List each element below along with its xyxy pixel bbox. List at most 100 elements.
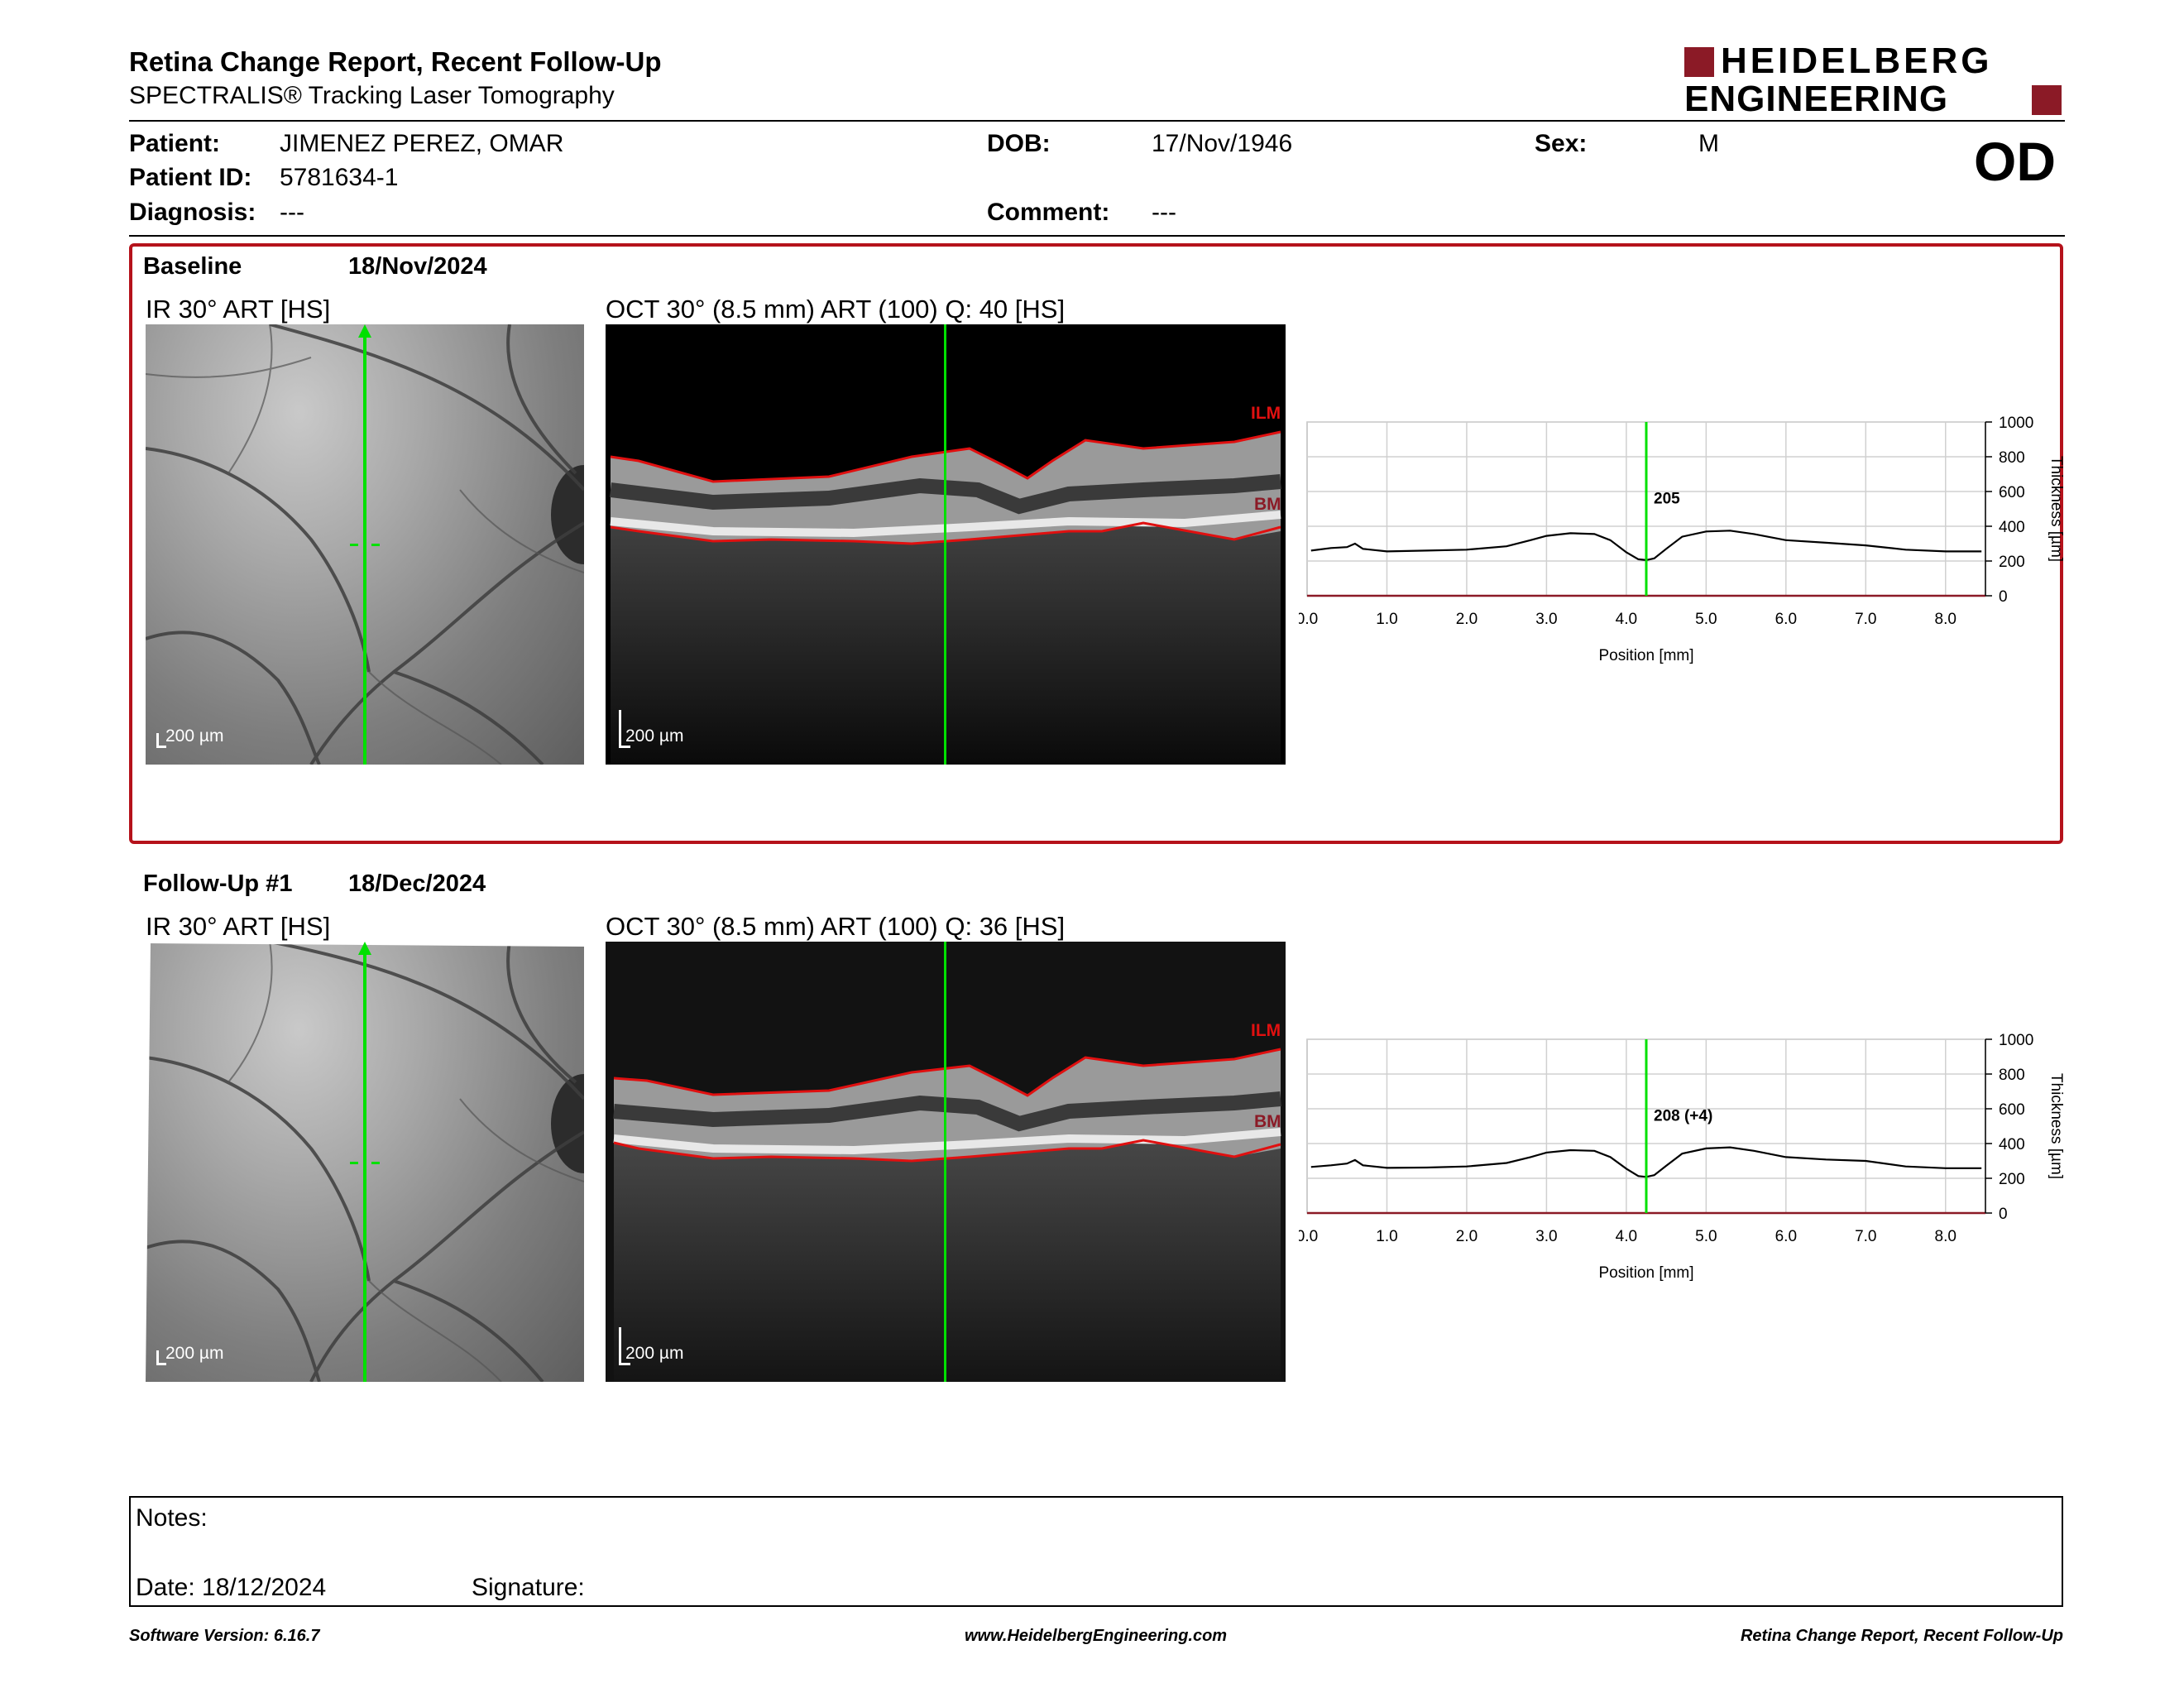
followup-chart-xtick-label: 5.0 <box>1695 1228 1717 1245</box>
baseline-ilm-label: ILM <box>1251 404 1281 423</box>
baseline-chart-xtick-label: 6.0 <box>1775 611 1797 628</box>
baseline-chart-xtick-label: 3.0 <box>1535 611 1557 628</box>
followup-ir-scale-label: 200 µm <box>165 1344 224 1363</box>
patient-id-label: Patient ID: <box>129 164 252 191</box>
followup-chart-ytick-label: 0 <box>1999 1206 2008 1223</box>
followup-chart-xlabel: Position [mm] <box>1598 1264 1693 1282</box>
followup-fovea-mark-right <box>371 1162 380 1164</box>
followup-chart-xtick-label: 8.0 <box>1935 1228 1956 1245</box>
followup-fovea-mark-left <box>350 1162 358 1164</box>
followup-oct-bscan-image: ILM BM 200 µm <box>606 942 1286 1382</box>
logo-text-bottom: ENGINEERING <box>1684 79 1949 119</box>
followup-chart-ytick-label: 1000 <box>1999 1032 2033 1049</box>
baseline-chart-xtick-label: 2.0 <box>1456 611 1478 628</box>
signature-label: Signature: <box>472 1574 585 1601</box>
patient-id-value: 5781634-1 <box>280 164 399 191</box>
baseline-oct-position-line <box>944 324 946 765</box>
report-subtitle: SPECTRALIS® Tracking Laser Tomography <box>129 82 615 109</box>
followup-oct-position-line <box>944 942 946 1382</box>
baseline-chart-ylabel: Thickness [µm] <box>2048 456 2065 562</box>
baseline-chart-marker-value: 205 <box>1654 491 1680 508</box>
followup-ir-title: IR 30° ART [HS] <box>146 912 331 941</box>
baseline-chart-xtick-label: 0.0 <box>1299 611 1318 628</box>
logo-square-bottom <box>2032 85 2062 115</box>
baseline-thickness-chart: 0.0 1.0 2.0 3.0 4.0 5.0 6.0 7.0 8.0 0 200 400 600 800… <box>1299 415 2065 664</box>
baseline-oct-scale-bar-h <box>619 746 630 748</box>
followup-oct-scale-label: 200 µm <box>625 1344 684 1363</box>
followup-chart-xtick-label: 4.0 <box>1616 1228 1637 1245</box>
baseline-oct-bscan-image: ILM BM 200 µm <box>606 324 1286 765</box>
followup-chart-thickness-series <box>1310 1146 1982 1178</box>
baseline-chart-xtick-label: 1.0 <box>1376 611 1397 628</box>
baseline-highlight-frame <box>129 243 2063 844</box>
followup-ir-scale-bar-v <box>156 1350 159 1365</box>
followup-oct-layers <box>613 1048 1281 1382</box>
followup-chart-ytick-label: 400 <box>1999 1136 2025 1153</box>
baseline-label: Baseline <box>143 253 242 280</box>
patient-name: JIMENEZ PEREZ, OMAR <box>280 130 564 157</box>
logo-text-top: HEIDELBERG <box>1721 41 1993 81</box>
notes-date: Date: 18/12/2024 <box>136 1574 327 1601</box>
patient-divider <box>129 235 2065 237</box>
baseline-bm-label: BM <box>1254 495 1281 514</box>
baseline-oct-title: OCT 30° (8.5 mm) ART (100) Q: 40 [HS] <box>606 295 1066 324</box>
baseline-chart-xtick-label: 4.0 <box>1616 611 1637 628</box>
followup-ir-scale-bar-h <box>156 1363 166 1365</box>
patient-label: Patient: <box>129 130 221 157</box>
baseline-chart-xtick-label: 5.0 <box>1695 611 1717 628</box>
followup-oct-scale-bar-h <box>619 1363 630 1365</box>
logo-square-top <box>1684 47 1714 77</box>
followup-date: 18/Dec/2024 <box>348 870 486 897</box>
baseline-chart-ytick-label: 1000 <box>1999 415 2033 432</box>
baseline-date: 18/Nov/2024 <box>348 253 487 280</box>
followup-label: Follow-Up #1 <box>143 870 293 897</box>
followup-chart-ytick-label: 600 <box>1999 1101 2025 1119</box>
header-divider <box>129 120 2065 122</box>
baseline-chart-ytick-label: 600 <box>1999 484 2025 501</box>
baseline-ir-scale-bar-h <box>156 746 166 748</box>
diagnosis-label: Diagnosis: <box>129 199 256 226</box>
baseline-chart-ytick-label: 400 <box>1999 519 2025 536</box>
baseline-fovea-mark-right <box>371 544 380 546</box>
followup-scan-line <box>363 948 366 1382</box>
baseline-chart-ytick-label: 800 <box>1999 449 2025 467</box>
baseline-ir-title: IR 30° ART [HS] <box>146 295 331 324</box>
notes-label: Notes: <box>136 1504 208 1532</box>
comment-value: --- <box>1152 199 1176 226</box>
baseline-ir-fundus-image: 200 µm <box>146 324 584 765</box>
footer-website[interactable]: www.HeidelbergEngineering.com <box>965 1627 1228 1645</box>
baseline-ir-scale-label: 200 µm <box>165 727 224 746</box>
diagnosis-value: --- <box>280 199 304 226</box>
followup-chart-xtick-label: 1.0 <box>1376 1228 1397 1245</box>
dob-label: DOB: <box>987 130 1051 157</box>
baseline-chart-xtick-label: 7.0 <box>1855 611 1876 628</box>
baseline-scan-line <box>363 331 366 765</box>
followup-chart-marker-value: 208 (+4) <box>1654 1108 1712 1125</box>
followup-scan-arrow-icon <box>358 942 371 955</box>
report-title: Retina Change Report, Recent Follow-Up <box>129 46 662 77</box>
followup-oct-title: OCT 30° (8.5 mm) ART (100) Q: 36 [HS] <box>606 912 1066 941</box>
followup-ilm-label: ILM <box>1251 1021 1281 1040</box>
followup-chart-ylabel: Thickness [µm] <box>2048 1073 2065 1179</box>
baseline-fundus-vessels <box>146 324 584 765</box>
followup-chart-ytick-label: 800 <box>1999 1067 2025 1084</box>
baseline-scan-arrow-icon <box>358 324 371 338</box>
followup-thickness-chart: 0.0 1.0 2.0 3.0 4.0 5.0 6.0 7.0 8.0 0 200 400 600 800… <box>1299 1032 2065 1282</box>
company-logo: HEIDELBERG ENGINEERING <box>1684 41 2065 119</box>
baseline-ir-scale-bar-v <box>156 733 159 748</box>
followup-chart-xtick-label: 6.0 <box>1775 1228 1797 1245</box>
baseline-oct-scale-label: 200 µm <box>625 727 684 746</box>
notes-box: Notes: Date: 18/12/2024 Signature: <box>129 1496 2063 1607</box>
baseline-chart-xlabel: Position [mm] <box>1598 647 1693 664</box>
followup-chart-xtick-label: 7.0 <box>1855 1228 1876 1245</box>
sex-value: M <box>1698 130 1719 157</box>
baseline-chart-ytick-label: 200 <box>1999 554 2025 571</box>
comment-label: Comment: <box>987 199 1110 226</box>
dob-value: 17/Nov/1946 <box>1152 130 1293 157</box>
followup-oct-scale-bar-v <box>619 1327 621 1365</box>
followup-chart-xtick-label: 0.0 <box>1299 1228 1318 1245</box>
sex-label: Sex: <box>1535 130 1588 157</box>
followup-chart-xtick-label: 2.0 <box>1456 1228 1478 1245</box>
baseline-chart-xtick-label: 8.0 <box>1935 611 1956 628</box>
footer-software-version: Software Version: 6.16.7 <box>129 1627 320 1645</box>
